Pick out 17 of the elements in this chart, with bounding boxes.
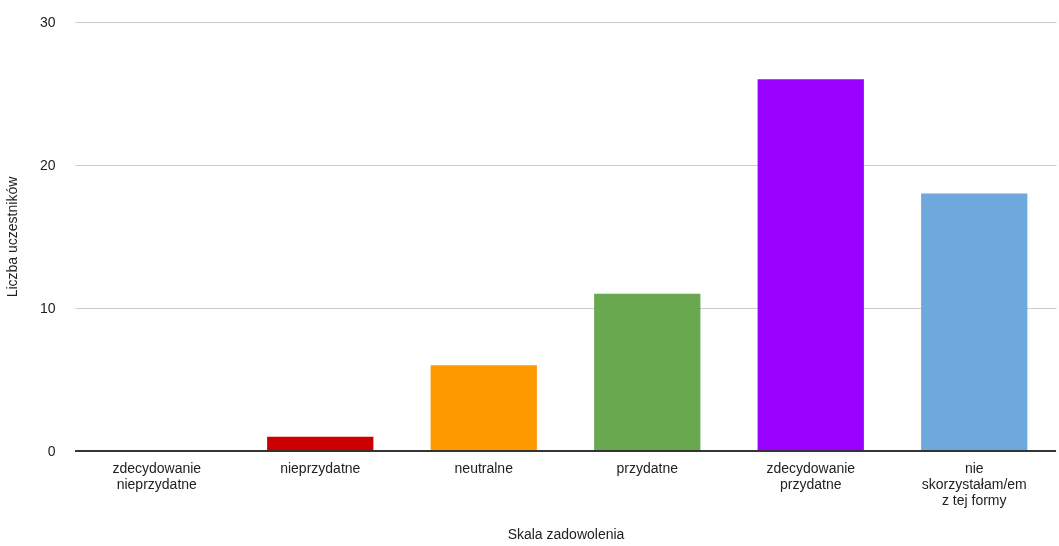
bar (267, 436, 374, 451)
x-tick-label: nieprzydatne (280, 459, 361, 476)
y-tick-label: 0 (47, 442, 56, 459)
x-tick-label: przydatne (616, 459, 679, 476)
x-axis-title: Skala zadowolenia (507, 525, 625, 542)
y-tick-label: 20 (39, 156, 56, 173)
x-tick-label: neutralne (454, 459, 514, 476)
x-tick-label: nie skorzystałam/em z tej formy (921, 459, 1027, 508)
y-axis-title: Liczba uczestników (3, 175, 20, 298)
x-tick-label: zdecydowanie nieprzydatne (112, 459, 202, 492)
bar (921, 193, 1028, 451)
bar (430, 365, 537, 451)
y-tick-label: 10 (39, 299, 56, 316)
bar (594, 293, 701, 451)
bar (757, 79, 864, 451)
x-tick-label: zdecydowanie przydatne (766, 459, 856, 492)
y-tick-label: 30 (39, 13, 56, 30)
